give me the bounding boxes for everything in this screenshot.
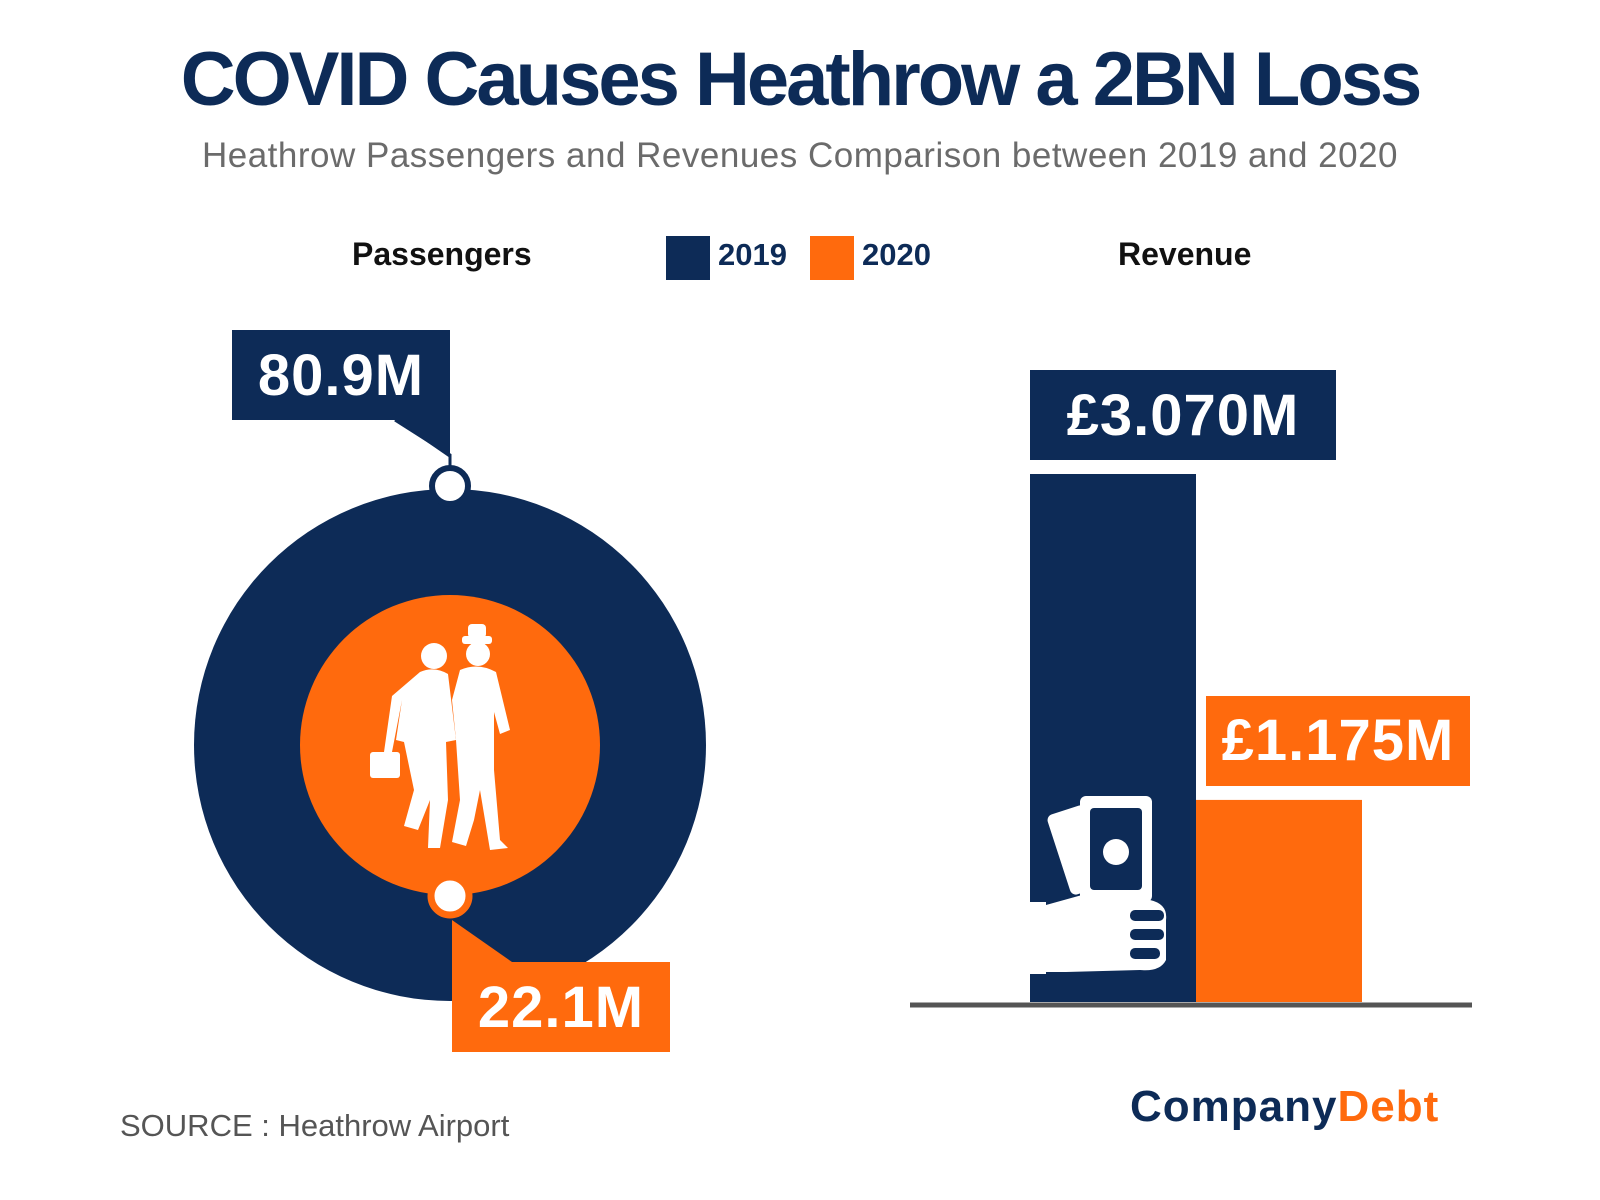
revenue-2020-value-tag: £1.175M [1206,695,1470,786]
people-walking-icon [370,624,510,850]
passengers-2019-value: 80.9M [257,342,425,408]
revenue-2019-value-tag: £3.070M [1030,370,1336,460]
revenue-chart-title: Revenue [1118,236,1252,272]
revenue-bar-2020 [1196,799,1362,1002]
passengers-2020-circle [300,595,600,895]
source-note: SOURCE : Heathrow Airport [120,1108,510,1143]
passengers-2020-value-tag: 22.1M [452,962,670,1052]
hand-holding-money-icon [1030,796,1167,974]
passengers-chart [194,418,706,1001]
legend-swatch-2020 [810,236,854,280]
passengers-chart-title: Passengers [352,236,532,272]
passengers-2019-tag-tail [395,420,450,458]
revenue-2019-value: £3.070M [1066,382,1300,448]
legend-swatch-2019 [666,236,710,280]
revenue-2020-value: £1.175M [1221,708,1455,774]
legend-label-2020: 2020 [862,237,931,272]
passengers-2019-value-tag: 80.9M [232,330,450,420]
page-subtitle: Heathrow Passengers and Revenues Compari… [201,136,1399,175]
passengers-2020-marker [427,873,473,919]
passengers-2020-value: 22.1M [477,974,645,1040]
passengers-2019-marker [429,465,471,507]
passengers-2020-tag-tail [452,920,512,962]
page-title: COVID Causes Heathrow a 2BN Loss [180,37,1423,122]
revenue-chart [910,474,1472,1008]
legend-label-2019: 2019 [718,237,787,272]
company-debt-logo: CompanyDebt [1130,1082,1440,1131]
